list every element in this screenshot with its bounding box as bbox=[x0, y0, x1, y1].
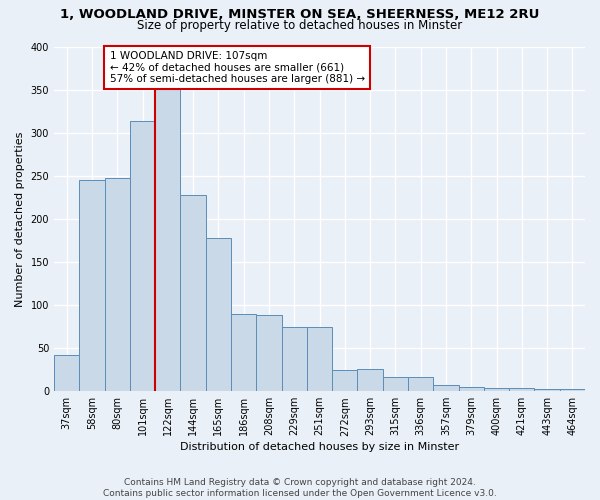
Bar bbox=[307, 326, 332, 391]
Bar bbox=[155, 78, 181, 391]
X-axis label: Distribution of detached houses by size in Minster: Distribution of detached houses by size … bbox=[180, 442, 459, 452]
Bar bbox=[535, 388, 560, 391]
Bar bbox=[54, 355, 79, 391]
Bar bbox=[79, 180, 104, 391]
Bar bbox=[358, 369, 383, 391]
Bar bbox=[281, 326, 307, 391]
Y-axis label: Number of detached properties: Number of detached properties bbox=[15, 131, 25, 306]
Bar bbox=[206, 238, 231, 391]
Bar bbox=[130, 122, 155, 391]
Bar bbox=[231, 314, 256, 391]
Bar bbox=[256, 316, 281, 391]
Bar bbox=[332, 370, 358, 391]
Bar bbox=[433, 385, 458, 391]
Bar bbox=[104, 178, 130, 391]
Text: Contains HM Land Registry data © Crown copyright and database right 2024.
Contai: Contains HM Land Registry data © Crown c… bbox=[103, 478, 497, 498]
Text: 1 WOODLAND DRIVE: 107sqm
← 42% of detached houses are smaller (661)
57% of semi-: 1 WOODLAND DRIVE: 107sqm ← 42% of detach… bbox=[110, 51, 365, 84]
Bar bbox=[408, 378, 433, 391]
Text: 1, WOODLAND DRIVE, MINSTER ON SEA, SHEERNESS, ME12 2RU: 1, WOODLAND DRIVE, MINSTER ON SEA, SHEER… bbox=[61, 8, 539, 20]
Bar bbox=[484, 388, 509, 391]
Bar bbox=[458, 387, 484, 391]
Bar bbox=[509, 388, 535, 391]
Text: Size of property relative to detached houses in Minster: Size of property relative to detached ho… bbox=[137, 18, 463, 32]
Bar bbox=[383, 378, 408, 391]
Bar bbox=[181, 194, 206, 391]
Bar bbox=[560, 388, 585, 391]
